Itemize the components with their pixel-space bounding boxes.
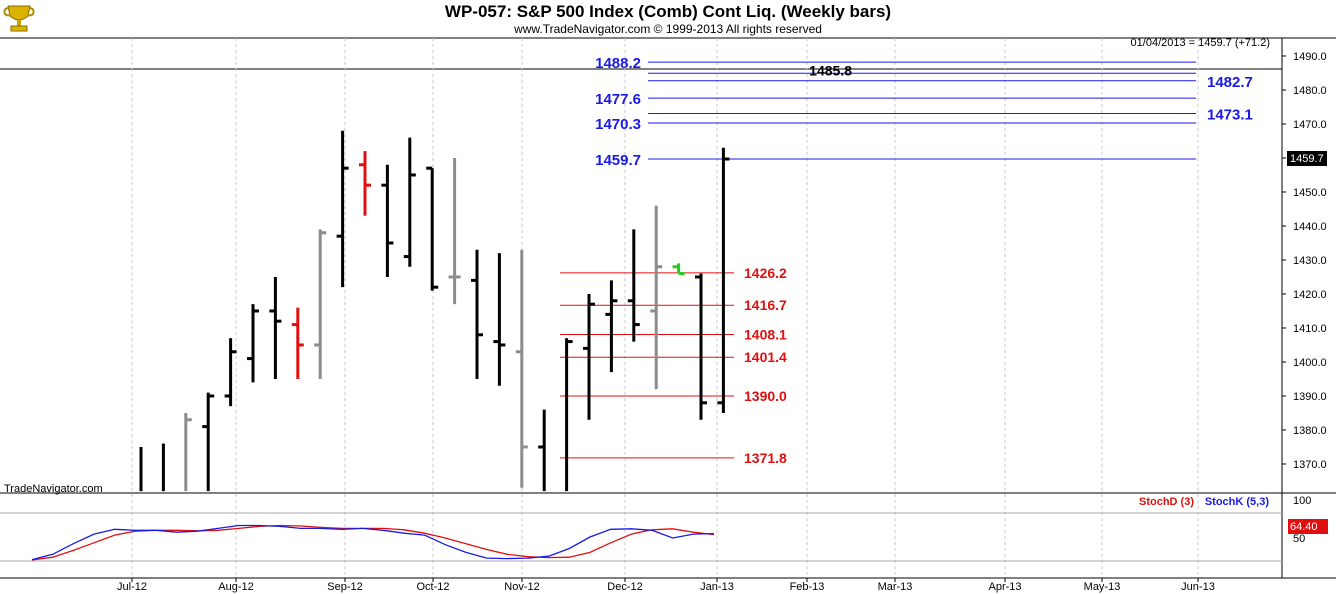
resistance-label: 1482.7 <box>1207 74 1253 91</box>
stoch-tick-label: 50 <box>1293 533 1305 545</box>
price-tick-label: 1440.0 <box>1293 221 1327 233</box>
stochastic-panel: 100 50 <box>0 495 1311 562</box>
ohlc-bar <box>493 253 506 386</box>
month-tick-label: Sep-12 <box>327 581 362 593</box>
ohlc-bar <box>336 130 349 288</box>
copyright-text: www.TradeNavigator.com © 1999-2013 All r… <box>514 22 822 36</box>
ohlc-bar <box>426 166 439 291</box>
legend-stochk: StochK (5,3) <box>1205 496 1270 508</box>
price-tick-label: 1420.0 <box>1293 289 1327 301</box>
month-tick-label: Mar-13 <box>878 581 913 593</box>
stoch-value-box <box>1288 519 1328 534</box>
trophy-icon <box>3 5 35 32</box>
ohlc-bar <box>314 229 327 379</box>
ohlc-bar <box>202 392 215 492</box>
month-tick-label: Aug-12 <box>218 581 253 593</box>
price-tick-label: 1410.0 <box>1293 323 1327 335</box>
price-tick-label: 1400.0 <box>1293 357 1327 369</box>
stoch-series-line <box>31 524 715 561</box>
stoch-value-label: 64.40 <box>1290 521 1318 533</box>
support-label: 1401.4 <box>744 349 787 365</box>
ohlc-bar <box>515 249 528 488</box>
price-tick-label: 1490.0 <box>1293 51 1327 63</box>
ohlc-bars <box>139 130 730 492</box>
ohlc-bar <box>403 137 416 267</box>
price-tick-label: 1480.0 <box>1293 85 1327 97</box>
month-tick-label: Apr-13 <box>988 581 1021 593</box>
ohlc-bar <box>381 164 394 277</box>
price-axis: 1370.0 1380.0 1390.0 1400.0 1410.0 1420.0 1430… <box>1282 51 1327 471</box>
support-label: 1416.7 <box>744 297 787 313</box>
ohlc-bar <box>247 304 259 383</box>
time-axis: Jul-12 Aug-12 Sep-12 Oct-12 Nov-12 Dec-12 Jan-… <box>117 578 1215 593</box>
ohlc-bar <box>565 338 573 492</box>
chart-header: WP-057: S&P 500 Index (Comb) Cont Liq. (… <box>0 0 1336 38</box>
ohlc-bar <box>695 273 707 420</box>
ohlc-bar <box>538 409 546 492</box>
price-tick-label: 1380.0 <box>1293 425 1327 437</box>
support-label: 1390.0 <box>744 388 787 404</box>
support-label: 1408.1 <box>744 326 787 342</box>
month-tick-label: Jan-13 <box>700 581 734 593</box>
price-tick-label: 1370.0 <box>1293 459 1327 471</box>
legend-stochd: StochD (3) <box>1139 496 1194 508</box>
ohlc-bar <box>269 276 282 379</box>
watermark: TradeNavigator.com <box>4 483 103 495</box>
month-tick-label: Nov-12 <box>504 581 539 593</box>
ohlc-bar <box>627 229 640 342</box>
ohlc-bar <box>471 249 483 379</box>
month-tick-label: Oct-12 <box>416 581 449 593</box>
info-readout: 01/04/2013 = 1459.7 (+71.2) <box>1131 37 1270 49</box>
ohlc-bar <box>650 205 663 390</box>
ohlc-bar <box>672 263 685 276</box>
price-tick-label: 1470.0 <box>1293 119 1327 131</box>
price-tick-label: 1390.0 <box>1293 391 1327 403</box>
resistance-label: 1488.2 <box>595 55 641 72</box>
ohlc-bar <box>224 338 237 407</box>
level-lines: 1488.2 1485.8 1482.7 1477.6 1473.1 1470.3 1459… <box>560 55 1253 466</box>
last-price-box <box>1287 151 1327 166</box>
price-tick-label: 1430.0 <box>1293 255 1327 267</box>
ohlc-bar <box>583 293 595 420</box>
resistance-label: 1470.3 <box>595 116 641 133</box>
vertical-gridlines <box>131 38 1199 578</box>
month-tick-label: May-13 <box>1084 581 1121 593</box>
month-tick-label: Jun-13 <box>1181 581 1215 593</box>
ohlc-bar <box>291 307 304 379</box>
price-tick-label: 1450.0 <box>1293 187 1327 199</box>
last-price-label: 1459.7 <box>1290 153 1324 165</box>
month-tick-label: Feb-13 <box>790 581 825 593</box>
ohlc-bar <box>448 157 461 305</box>
resistance-label: 1459.7 <box>595 152 641 169</box>
ohlc-bar <box>717 147 730 413</box>
ohlc-bar <box>359 151 371 216</box>
ohlc-bar <box>184 412 192 492</box>
month-tick-label: Jul-12 <box>117 581 147 593</box>
resistance-label: 1485.8 <box>809 62 852 78</box>
chart-title: WP-057: S&P 500 Index (Comb) Cont Liq. (… <box>444 2 892 21</box>
resistance-label: 1477.6 <box>595 91 641 108</box>
resistance-label: 1473.1 <box>1207 106 1253 123</box>
stoch-tick-label: 100 <box>1293 495 1311 507</box>
support-label: 1426.2 <box>744 265 787 281</box>
support-label: 1371.8 <box>744 450 787 466</box>
ohlc-bar <box>605 280 618 373</box>
month-tick-label: Dec-12 <box>607 581 642 593</box>
